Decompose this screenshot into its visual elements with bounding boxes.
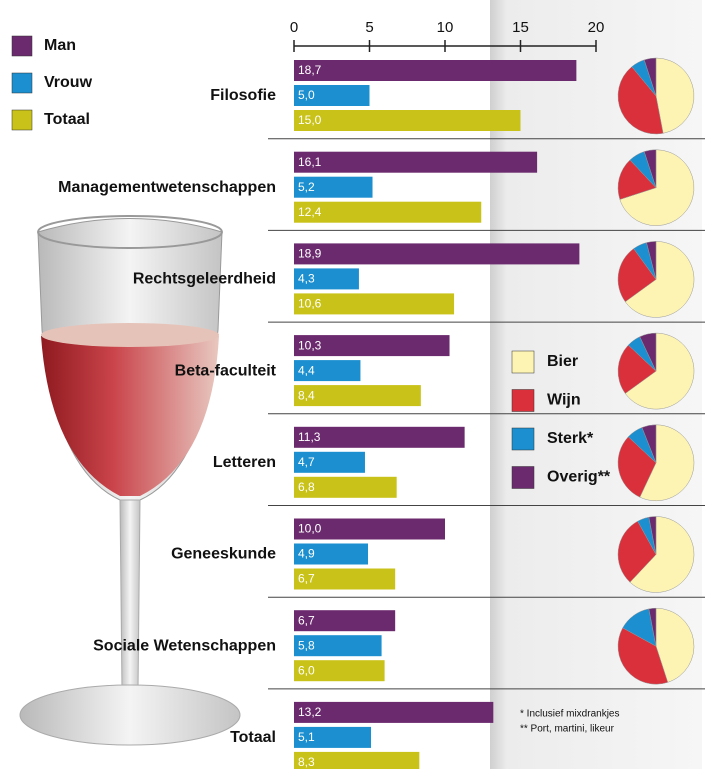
footnote: * Inclusief mixdrankjes: [520, 709, 619, 720]
category-label: Sociale Wetenschappen: [93, 637, 276, 654]
value-label: 16,1: [298, 155, 322, 169]
value-label: 10,0: [298, 522, 322, 536]
bar: [294, 60, 576, 81]
value-label: 6,7: [298, 572, 315, 586]
legend-swatch: [12, 73, 32, 93]
category-label: Geneeskunde: [171, 546, 276, 563]
legend-swatch: [512, 467, 534, 489]
category-label: Letteren: [213, 454, 276, 471]
legend-swatch: [512, 428, 534, 450]
x-tick-label: 20: [588, 19, 605, 36]
legend-label: Bier: [547, 353, 578, 370]
value-label: 8,3: [298, 755, 315, 769]
wine-glass: [20, 216, 240, 745]
value-label: 6,7: [298, 613, 315, 627]
x-tick-label: 0: [290, 19, 298, 36]
value-label: 18,7: [298, 63, 322, 77]
legend-swatch: [12, 36, 32, 56]
value-label: 5,8: [298, 638, 315, 652]
value-label: 10,3: [298, 338, 322, 352]
value-label: 5,1: [298, 730, 315, 744]
x-tick-label: 10: [437, 19, 454, 36]
bar: [294, 152, 537, 173]
category-label: Totaal: [230, 729, 276, 746]
legend-label: Overig**: [547, 469, 611, 486]
value-label: 4,3: [298, 272, 315, 286]
value-label: 18,9: [298, 247, 322, 261]
category-label: Filosofie: [210, 87, 276, 104]
value-label: 8,4: [298, 388, 315, 402]
value-label: 4,4: [298, 363, 315, 377]
x-tick-label: 5: [365, 19, 373, 36]
category-label: Beta-faculteit: [175, 362, 277, 379]
bar: [294, 243, 579, 264]
value-label: 10,6: [298, 297, 322, 311]
x-tick-label: 15: [512, 19, 529, 36]
legend-label: Man: [44, 37, 76, 54]
value-label: 4,7: [298, 455, 315, 469]
value-label: 5,0: [298, 88, 315, 102]
bar: [294, 110, 521, 131]
category-label: Rechtsgeleerdheid: [133, 271, 276, 288]
footnote: ** Port, martini, likeur: [520, 724, 615, 735]
bar: [294, 702, 493, 723]
legend-swatch: [12, 110, 32, 130]
chart: 0 5 10 15 20 Filosofie 18,7 5,0 15,0 Managementwe…: [0, 0, 711, 769]
value-label: 12,4: [298, 205, 322, 219]
value-label: 15,0: [298, 113, 322, 127]
legend-label: Wijn: [547, 392, 581, 409]
value-label: 13,2: [298, 705, 322, 719]
value-label: 4,9: [298, 547, 315, 561]
legend-label: Vrouw: [44, 74, 93, 91]
value-label: 6,0: [298, 663, 315, 677]
category-label: Managementwetenschappen: [58, 179, 276, 196]
legend-swatch: [512, 351, 534, 373]
legend-label: Sterk*: [547, 430, 594, 447]
legend-label: Totaal: [44, 111, 90, 128]
bar: [294, 202, 481, 223]
value-label: 6,8: [298, 480, 315, 494]
value-label: 11,3: [298, 430, 321, 444]
legend-swatch: [512, 390, 534, 412]
value-label: 5,2: [298, 180, 315, 194]
